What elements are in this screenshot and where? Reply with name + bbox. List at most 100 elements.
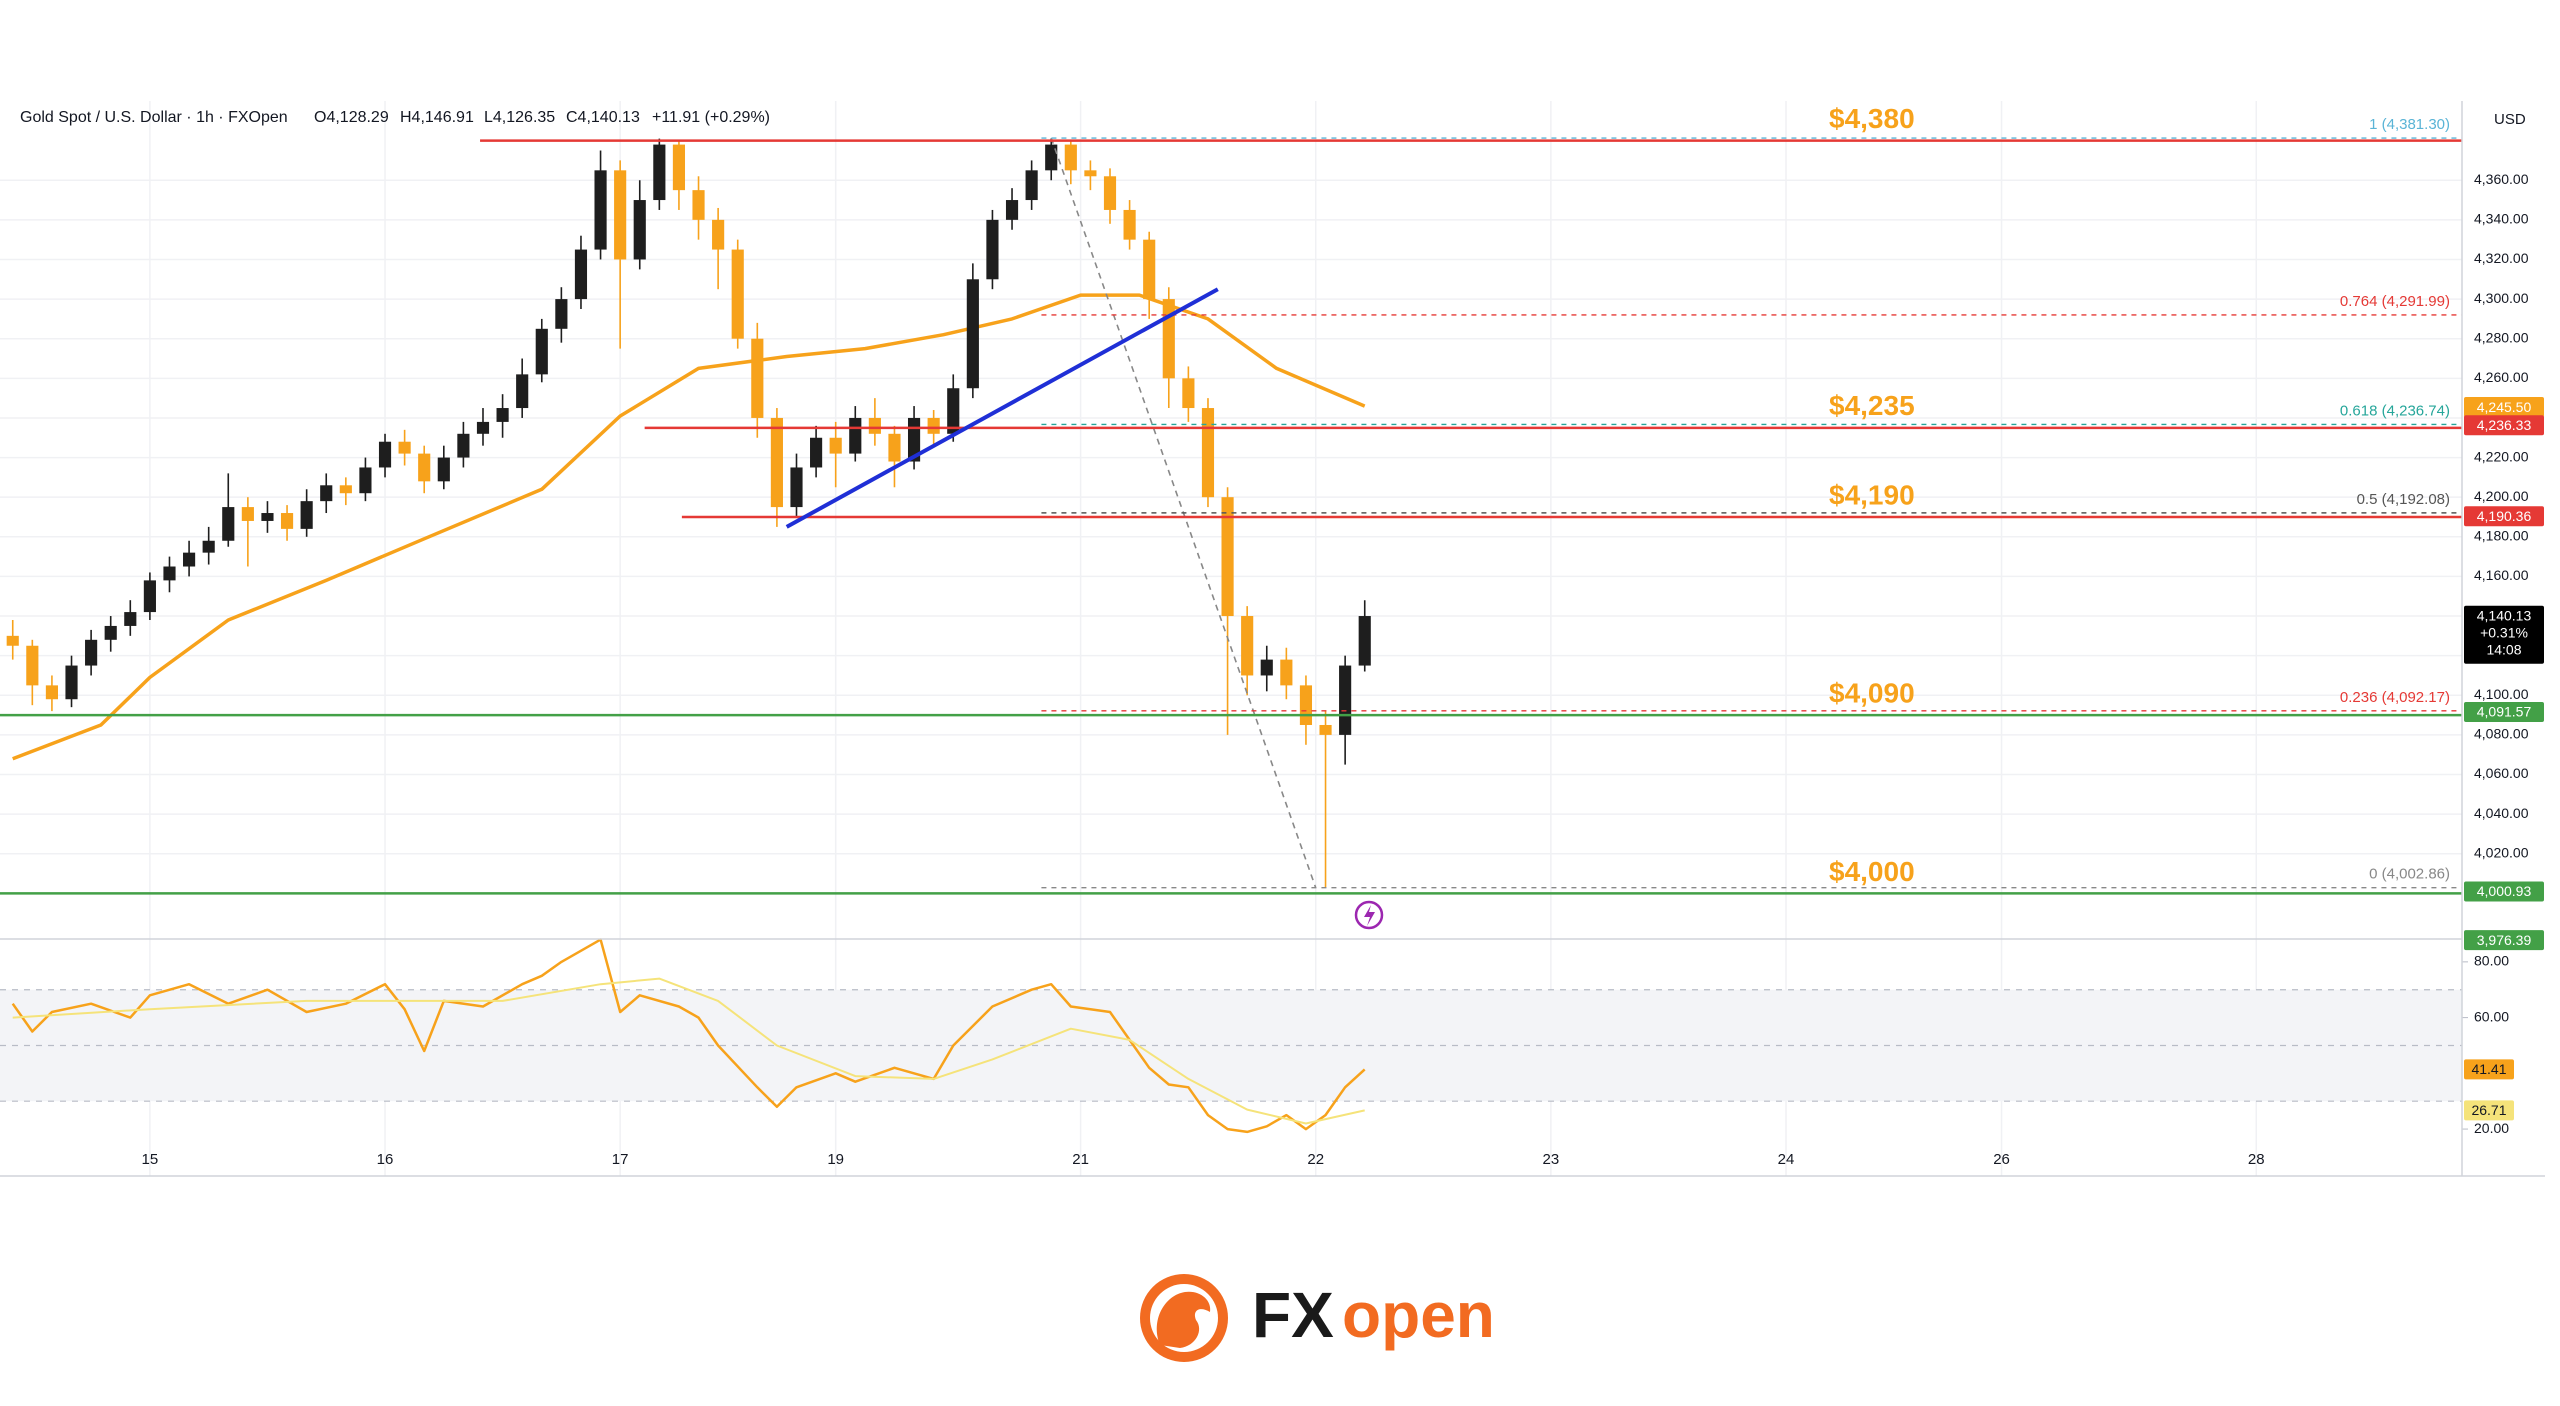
candle-body	[418, 453, 431, 482]
x-tick-label: 21	[1072, 1151, 1089, 1168]
candle-body	[1045, 144, 1058, 171]
candle-body	[1260, 659, 1273, 676]
candle-body	[888, 433, 901, 462]
candle-body	[1084, 170, 1097, 177]
y-tick-label: 4,040.00	[2474, 805, 2529, 821]
y-tick-label: 4,200.00	[2474, 488, 2529, 504]
symbol: Gold Spot / U.S. Dollar · 1h · FXOpen	[20, 109, 288, 126]
y-tick-label: 4,220.00	[2474, 448, 2529, 464]
price-label-box	[2464, 397, 2544, 418]
trendline	[785, 287, 1219, 529]
candle-body	[516, 374, 529, 409]
candle-body	[183, 552, 196, 567]
candle-body	[986, 219, 999, 280]
fib-label: 0.236 (4,092.17)	[2340, 689, 2450, 706]
candle-body	[633, 200, 646, 260]
y-tick-label: 60.00	[2474, 1008, 2509, 1024]
candle-body	[398, 441, 411, 454]
candle-body	[594, 170, 607, 250]
candle-body	[574, 249, 588, 300]
ohlc-low: L4,126.35	[484, 109, 555, 126]
y-tick-label: 4,340.00	[2474, 211, 2529, 227]
candle-body	[692, 190, 705, 220]
price-label: 4,236.33	[2477, 417, 2532, 433]
candle-body	[26, 645, 39, 686]
candle-body	[731, 249, 744, 339]
candle-body	[6, 635, 19, 646]
price-label-box	[2464, 701, 2544, 722]
level-label: $4,235	[1829, 390, 1915, 421]
logo-open: open	[1342, 1279, 1495, 1351]
candle-body	[1280, 659, 1293, 686]
candle-body	[1005, 200, 1019, 220]
candle-body	[966, 279, 979, 389]
candle-body	[104, 625, 117, 640]
y-tick-label: 4,320.00	[2474, 250, 2529, 266]
y-tick-label: 4,360.00	[2474, 171, 2529, 187]
price-pane: 1 (4,381.30) 0.764 (4,291.99) 0.618 (4,236…	[0, 103, 2462, 895]
candle-body	[476, 421, 490, 434]
candle-body	[320, 485, 333, 502]
candle-body	[1241, 616, 1254, 676]
y-tick-label: 4,280.00	[2474, 329, 2529, 345]
candle-body	[1319, 724, 1332, 735]
x-tick-label: 16	[377, 1151, 394, 1168]
candle-body	[359, 467, 372, 494]
alert-icon	[1354, 900, 1384, 930]
currency: USD	[2494, 111, 2526, 128]
rsi-label-box	[2464, 1100, 2514, 1121]
price-label-box	[2464, 930, 2544, 951]
axes: 15 16 17 19 21 22 23 24 26 28 4,020.00 4,040.00 4,06…	[0, 101, 2545, 1177]
y-tick-label: 4,060.00	[2474, 765, 2529, 781]
ohlc-open: O4,128.29	[314, 109, 389, 126]
x-tick-label: 26	[1993, 1151, 2010, 1168]
candle-body	[496, 408, 509, 422]
logo-fx: FX	[1252, 1279, 1334, 1351]
rsi-line	[11, 938, 1366, 1134]
bar-timer: 14:08	[2486, 641, 2521, 657]
candle-body	[1103, 176, 1117, 210]
candle-body	[947, 388, 960, 434]
y-tick-label: 4,080.00	[2474, 726, 2529, 742]
x-tick-label: 28	[2248, 1151, 2265, 1168]
price-label-box	[2464, 506, 2544, 527]
candle-body	[1025, 170, 1038, 201]
candle-body	[751, 338, 764, 418]
candle-body	[614, 170, 627, 260]
price-label: 4,190.36	[2477, 508, 2532, 524]
y-tick-label: 4,100.00	[2474, 686, 2529, 702]
candle-body	[1339, 665, 1352, 735]
candle-body	[163, 566, 176, 581]
x-tick-label: 24	[1778, 1151, 1795, 1168]
candle-body	[790, 467, 803, 508]
y-tick-label: 4,020.00	[2474, 844, 2529, 860]
candle-body	[810, 437, 823, 468]
candle-body	[457, 433, 470, 458]
x-tick-label: 19	[827, 1151, 844, 1168]
level-label: $4,380	[1829, 103, 1915, 134]
price-label-box	[2464, 881, 2544, 902]
candle-body	[1064, 144, 1077, 171]
fib-label: 0 (4,002.86)	[2369, 866, 2450, 883]
candle-body	[1299, 685, 1313, 725]
x-tick-label: 23	[1543, 1151, 1560, 1168]
candle-body	[868, 417, 881, 434]
x-tick-label: 22	[1307, 1151, 1324, 1168]
candle-body	[85, 639, 98, 666]
y-tick-label: 4,300.00	[2474, 290, 2529, 306]
y-tick-label: 4,160.00	[2474, 567, 2529, 583]
candle-body	[45, 685, 58, 700]
rsi-pane	[0, 938, 2468, 1134]
x-tick-label: 15	[142, 1151, 159, 1168]
rsi-label-box	[2464, 1059, 2514, 1080]
candle-body	[849, 417, 862, 454]
logo: FX open	[1140, 1274, 1495, 1362]
candle-body	[1162, 299, 1175, 379]
candle-body	[1358, 616, 1371, 666]
price-label: 4,000.93	[2477, 883, 2532, 899]
y-tick-label: 4,260.00	[2474, 369, 2529, 385]
candle-body	[222, 507, 235, 541]
